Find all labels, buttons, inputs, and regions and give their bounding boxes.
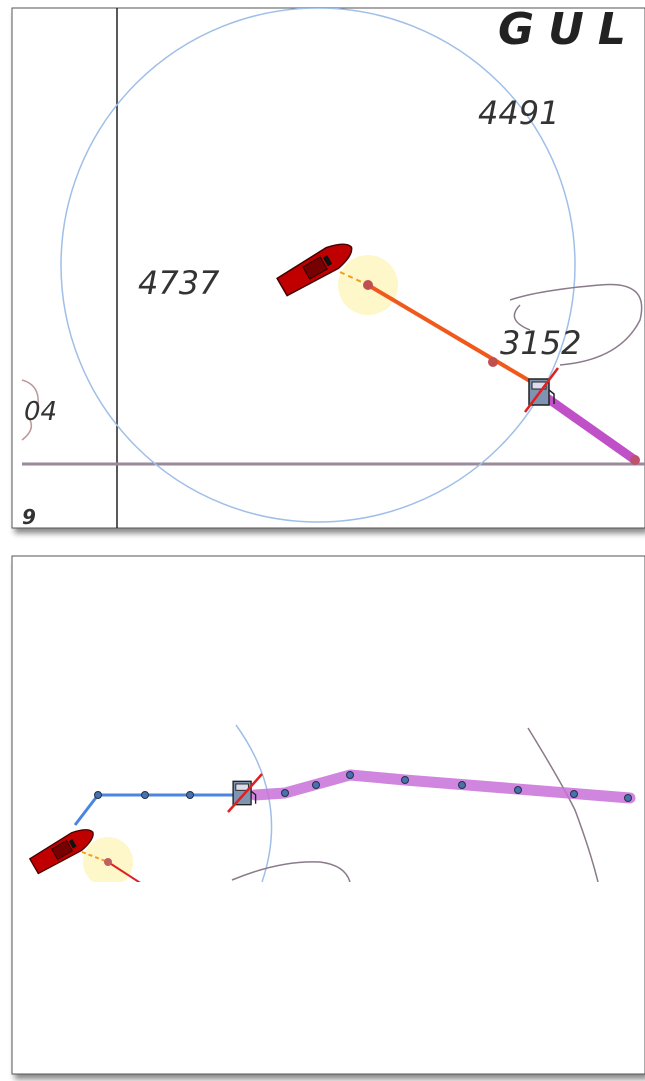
route-leg — [535, 388, 640, 465]
sounding: 04 — [24, 397, 57, 427]
depth-contour — [509, 283, 643, 366]
active-leg — [366, 283, 542, 389]
bottom-panel — [11, 555, 645, 1075]
range-circle — [60, 8, 576, 523]
top-panel: GUL 4491 4737 3152 04 9 — [11, 4, 645, 529]
sounding: 9 — [22, 505, 36, 529]
depth-contour — [231, 861, 351, 882]
sounding: 3152 — [500, 324, 581, 362]
waypoints — [94, 771, 632, 802]
range-circle — [235, 724, 273, 882]
active-leg — [107, 861, 141, 882]
place-name: GUL — [498, 4, 640, 55]
waypoint — [488, 357, 498, 367]
waypoint — [363, 280, 373, 290]
depth-contour — [527, 727, 599, 882]
sounding: 4737 — [138, 264, 220, 302]
depth-contour — [21, 379, 39, 441]
sounding: 4491 — [478, 94, 559, 132]
heading-line — [81, 851, 109, 863]
cross-mark — [524, 367, 559, 413]
waypoint — [104, 858, 112, 866]
cross-mark — [227, 773, 263, 813]
waypoint — [630, 455, 640, 465]
